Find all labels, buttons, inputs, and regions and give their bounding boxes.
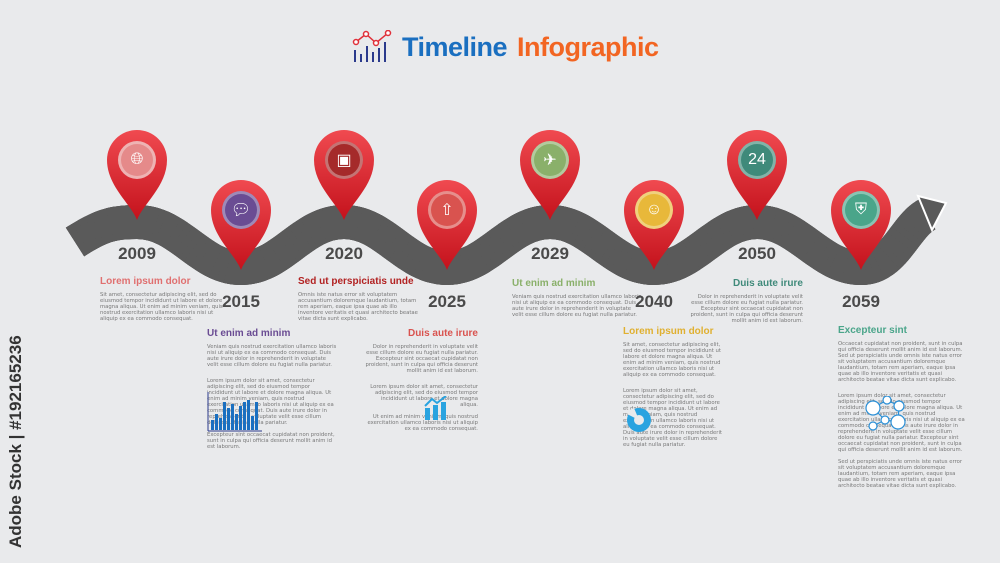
milestone-extra-text: Lorem ipsum dolor sit amet, consectetur … [623, 388, 722, 448]
road-arrowhead [916, 194, 948, 233]
milestone-description: Occaecat cupidatat non proident, sunt in… [838, 341, 963, 383]
cloud-upload-icon: ⇧ [428, 191, 466, 229]
chart-logo-icon [352, 30, 392, 62]
road-path [75, 214, 928, 286]
24h-phone-icon: 24 [738, 141, 776, 179]
year-label: 2020 [325, 244, 363, 263]
milestone-extra-text: Lorem ipsum dolor sit amet, consectetur … [370, 384, 478, 408]
milestone-description: Veniam quis nostrud exercitation ullamco… [207, 344, 337, 368]
support-agent-icon: ☺ [635, 191, 673, 229]
growth-chart-figure [424, 395, 448, 425]
chat-bubbles-icon: 💬︎ [222, 191, 260, 229]
milestone-description: Veniam quis nostrud exercitation ullamco… [512, 294, 642, 318]
map-pin-2025[interactable]: ⇧ [415, 178, 479, 270]
milestone-heading: Excepteur sint [838, 325, 907, 336]
year-label: 2050 [738, 244, 776, 263]
map-pin-2020[interactable]: ▣ [312, 128, 376, 220]
milestone-description: Dolor in reprehenderit in voluptate veli… [690, 294, 804, 324]
milestone-heading: Sed ut perspiciatis unde [298, 276, 414, 287]
shield-box-icon: ⛨ [842, 191, 880, 229]
year-label: 2029 [531, 244, 569, 263]
map-pin-2029[interactable]: ✈ [518, 128, 582, 220]
milestone-description: Omnis iste natus error sit voluptatem ac… [298, 292, 418, 322]
cpu-chip-icon: ▣ [325, 141, 363, 179]
milestone-heading: Lorem ipsum dolor [100, 276, 191, 287]
donut-chart-figure [625, 406, 653, 439]
milestone-heading: Ut enim ad minim [512, 278, 596, 289]
network-people-figure [865, 395, 909, 437]
globe-icon: 🌐︎ [118, 141, 156, 179]
milestone-heading: Ut enim ad minim [207, 328, 291, 339]
page-title: Timeline Infographic [352, 30, 659, 64]
milestone-extra-text: Excepteur sint occaecat cupidatat non pr… [207, 432, 335, 450]
milestone-description: Dolor in reprehenderit in voluptate veli… [365, 344, 479, 374]
map-pin-2009[interactable]: 🌐︎ [105, 128, 169, 220]
milestone-text-2025: Duis aute irure Dolor in reprehenderit in… [365, 328, 479, 438]
map-pin-2059[interactable]: ⛨ [829, 178, 893, 270]
milestone-text-2059: Excepteur sint Occaecat cupidatat non pro… [838, 325, 966, 495]
milestone-text-2009: Lorem ipsum dolor Sit amet, consectetur a… [100, 276, 230, 328]
year-label: 2025 [428, 292, 466, 311]
milestone-extra-text: Sed ut perspiciatis unde omnis iste natu… [838, 459, 963, 489]
airplane-icon: ✈ [531, 141, 569, 179]
milestone-extra-text: Ut enim ad minim veniam, quis nostrud ex… [367, 414, 478, 432]
milestone-text-2040: Lorem ipsum dolor Sit amet, consectetur a… [623, 326, 723, 454]
milestone-description: Sit amet, consectetur adipiscing elit, s… [623, 342, 721, 378]
year-label: 2059 [842, 292, 880, 311]
bar-chart-figure [207, 392, 262, 437]
milestone-text-2050: Duis aute irure Dolor in reprehenderit in… [685, 278, 804, 330]
milestone-heading: Duis aute irure [407, 328, 478, 339]
milestone-heading: Duis aute irure [732, 278, 803, 289]
milestone-description: Sit amet, consectetur adipiscing elit, s… [100, 292, 223, 322]
map-pin-2015[interactable]: 💬︎ [209, 178, 273, 270]
year-label: 2009 [118, 244, 156, 263]
map-pin-2040[interactable]: ☺ [622, 178, 686, 270]
milestone-text-2029: Ut enim ad minim Veniam quis nostrud exer… [512, 278, 642, 324]
title-part2: Infographic [517, 31, 659, 62]
milestone-text-2020: Sed ut perspiciatis unde Omnis iste natus… [298, 276, 423, 328]
map-pin-2050[interactable]: 24 [725, 128, 789, 220]
year-label: 2015 [222, 292, 260, 311]
title-part1: Timeline [402, 31, 508, 62]
milestone-heading: Lorem ipsum dolor [623, 326, 714, 337]
year-label: 2040 [635, 292, 673, 311]
